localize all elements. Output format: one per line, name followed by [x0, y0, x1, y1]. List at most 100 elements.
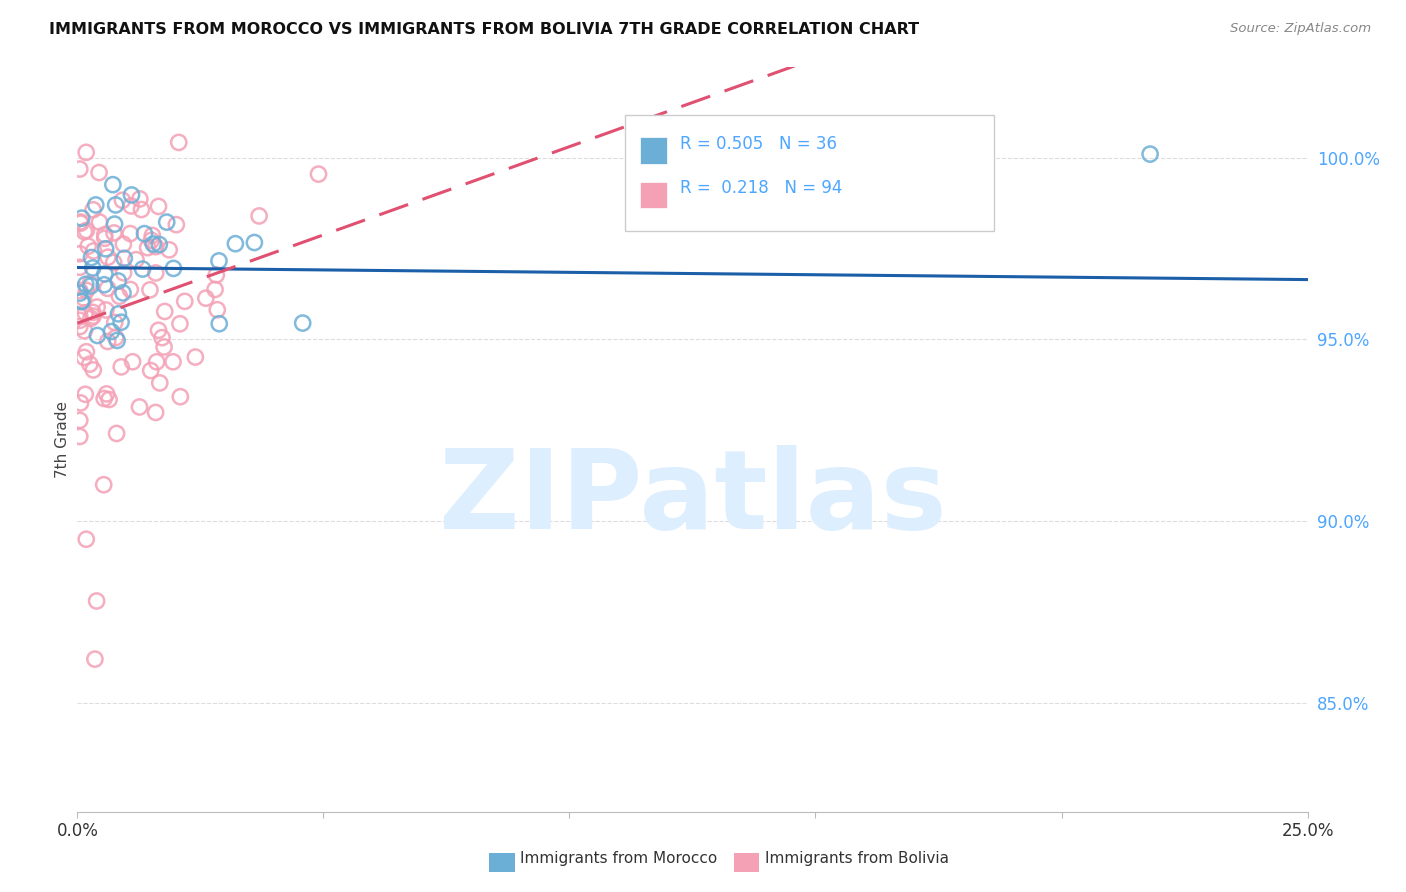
Point [169, 317, 191, 331]
Point [93, 227, 115, 242]
Point [112, 266, 135, 280]
Point [104, 198, 127, 212]
Point [128, 192, 150, 206]
Point [87, 165, 110, 179]
Point [73, 351, 96, 365]
Point [82, 260, 104, 275]
Point [75, 344, 97, 359]
Point [142, 237, 165, 252]
Point [75, 283, 97, 297]
Point [98, 392, 121, 407]
Point [86, 300, 108, 314]
Point [69, 260, 91, 275]
Point [69, 284, 91, 298]
Point [204, 282, 226, 296]
Point [75, 145, 97, 160]
Point [70, 211, 93, 226]
Point [107, 307, 129, 321]
Point [94, 242, 117, 256]
Point [162, 261, 184, 276]
Point [94, 231, 117, 245]
Point [208, 317, 231, 331]
Point [148, 199, 170, 213]
Point [94, 303, 117, 318]
Point [165, 218, 187, 232]
Point [79, 357, 101, 371]
Point [103, 226, 125, 240]
Point [77, 239, 100, 253]
Point [103, 255, 125, 269]
Point [69, 162, 91, 177]
Point [80, 251, 103, 265]
Point [69, 313, 91, 327]
Point [80, 279, 103, 293]
Point [69, 319, 91, 334]
Point [150, 331, 173, 345]
Point [70, 294, 93, 309]
Point [208, 253, 231, 268]
Point [1139, 147, 1161, 161]
Point [153, 304, 176, 318]
Point [107, 274, 129, 288]
Text: IMMIGRANTS FROM MOROCCO VS IMMIGRANTS FROM BOLIVIA 7TH GRADE CORRELATION CHART: IMMIGRANTS FROM MOROCCO VS IMMIGRANTS FR… [49, 22, 920, 37]
Point [96, 281, 118, 295]
Point [111, 285, 134, 300]
Point [145, 266, 167, 280]
Point [69, 247, 91, 261]
Text: ZIPatlas: ZIPatlas [439, 445, 946, 552]
Point [101, 178, 124, 192]
Point [145, 239, 167, 253]
Point [69, 396, 91, 410]
Point [84, 652, 107, 666]
Point [93, 392, 115, 406]
Point [120, 227, 142, 241]
Point [125, 252, 148, 267]
Point [112, 237, 135, 252]
Point [121, 355, 143, 369]
Point [80, 311, 103, 326]
Text: Immigrants from Bolivia: Immigrants from Bolivia [765, 851, 949, 865]
Point [69, 215, 91, 229]
Point [69, 310, 91, 324]
Point [308, 167, 330, 181]
Point [73, 225, 96, 239]
Point [205, 268, 228, 282]
Point [82, 305, 104, 319]
Point [167, 136, 190, 150]
Point [76, 223, 98, 237]
Point [96, 387, 118, 401]
Text: R =  0.218   N = 94: R = 0.218 N = 94 [681, 179, 842, 197]
Point [139, 283, 162, 297]
Point [103, 217, 125, 231]
Point [121, 188, 143, 202]
Point [224, 236, 246, 251]
Point [169, 390, 191, 404]
Point [79, 277, 101, 291]
Text: R = 0.505   N = 36: R = 0.505 N = 36 [681, 135, 837, 153]
Point [105, 334, 128, 348]
Point [97, 334, 120, 349]
Point [75, 306, 97, 320]
Point [69, 413, 91, 427]
Point [184, 350, 207, 364]
Text: Immigrants from Morocco: Immigrants from Morocco [520, 851, 717, 865]
Point [104, 330, 127, 344]
Point [173, 294, 195, 309]
Point [145, 355, 167, 369]
Point [145, 405, 167, 419]
Point [291, 316, 314, 330]
Point [207, 302, 229, 317]
Y-axis label: 7th Grade: 7th Grade [55, 401, 70, 478]
Point [105, 426, 128, 441]
FancyBboxPatch shape [640, 182, 666, 209]
Point [100, 325, 122, 339]
Point [69, 286, 91, 301]
FancyBboxPatch shape [624, 115, 994, 231]
Point [120, 283, 142, 297]
Point [82, 309, 104, 323]
Point [83, 244, 105, 258]
Point [97, 250, 120, 264]
Point [157, 243, 180, 257]
Point [93, 477, 115, 491]
Point [89, 215, 111, 229]
